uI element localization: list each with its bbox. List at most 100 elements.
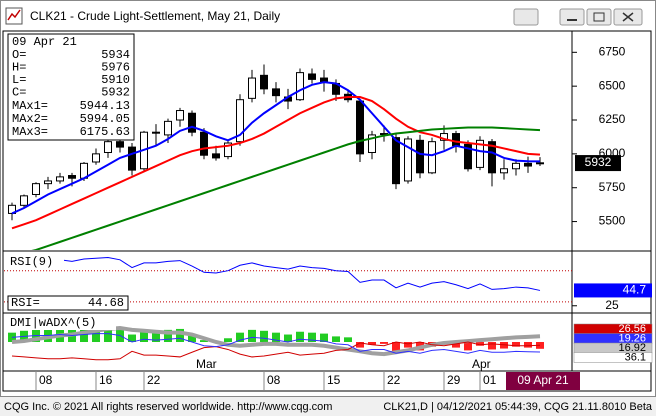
histogram-bar [248, 329, 256, 342]
candle-body [236, 99, 244, 143]
panel-label-bg [8, 316, 116, 330]
value-tag-label: 19.26 [618, 332, 646, 344]
histogram-bar [164, 329, 172, 342]
histogram-bar [392, 342, 400, 352]
candle-body [200, 131, 208, 156]
candle-body [152, 131, 160, 134]
link-button[interactable] [513, 8, 539, 26]
info-label: L= [12, 73, 26, 87]
moving-average-line [11, 95, 541, 230]
axes: 550057506000625065006750593225RSI(9)RSI=… [7, 44, 653, 390]
info-value: 5932 [101, 86, 130, 100]
histogram-bar [284, 334, 292, 342]
histogram-bar [380, 342, 388, 344]
info-value: 5910 [101, 73, 130, 87]
histogram-bar [116, 327, 124, 342]
price-panel [8, 64, 544, 250]
candle-body [68, 175, 76, 179]
histogram-bar [308, 332, 316, 342]
histogram-bar [452, 342, 460, 348]
histogram-bar [224, 338, 232, 342]
histogram-bar [320, 333, 328, 342]
candle-body [524, 162, 532, 167]
rsi-panel [4, 256, 572, 303]
legend-label: MAx3= [12, 125, 48, 139]
histogram-bar [488, 342, 496, 350]
histogram-bar [272, 332, 280, 342]
histogram-bar [176, 328, 184, 342]
candle-body [224, 142, 232, 158]
y-tick-label: 6250 [599, 112, 626, 126]
title-bar: CLK21 - Crude Light-Settlement, May 21, … [5, 7, 643, 26]
histogram-bar [296, 331, 304, 342]
info-label: H= [12, 61, 26, 75]
window-title: CLK21 - Crude Light-Settlement, May 21, … [30, 9, 280, 23]
value-tag-label: 26.56 [618, 323, 646, 335]
histogram-bar [260, 330, 268, 342]
candle-body [188, 112, 196, 133]
legend-value: 5994.05 [80, 112, 130, 126]
x-tick-label: 16 [99, 373, 113, 387]
dmi-panel [8, 325, 544, 361]
readout-label: RSI= [11, 296, 40, 310]
y-tick-label: 5750 [599, 180, 626, 194]
maximize-button[interactable] [586, 8, 612, 26]
last-price-box [575, 155, 621, 172]
candle-body [404, 138, 412, 182]
histogram-bar [368, 342, 376, 345]
candle-body [512, 162, 520, 170]
candle-body [32, 183, 40, 195]
y-tick-label: 6500 [599, 78, 626, 92]
app-icon-graph [7, 9, 21, 21]
legend-value: 5944.13 [80, 99, 130, 113]
cursor-date: 09 Apr 21 [517, 373, 569, 387]
candle-body [452, 133, 460, 147]
candle-body [500, 168, 508, 174]
candle-body [464, 143, 472, 170]
histogram-bar [356, 342, 364, 348]
histogram-bar [128, 334, 136, 342]
candle-body [104, 141, 112, 154]
x-tick-label: 08 [267, 373, 281, 387]
candle-body [44, 180, 52, 185]
last-price-label: 5932 [585, 155, 612, 169]
moving-average-line [31, 126, 541, 250]
y-tick-label: 6750 [599, 44, 626, 58]
candle-body [392, 137, 400, 185]
histogram-bar [344, 337, 352, 342]
histogram-bar [404, 342, 412, 348]
candle-body [128, 146, 136, 171]
histogram-bar [512, 342, 520, 347]
info-label: O= [12, 48, 26, 62]
candle-body [212, 153, 220, 159]
close-glyph [622, 12, 634, 22]
rsi-line [11, 256, 541, 291]
candle-body [368, 134, 376, 154]
month-label: Apr [472, 357, 491, 371]
legend-value: 6175.63 [80, 125, 130, 139]
candle-body [356, 100, 364, 155]
x-tick-label: 22 [147, 373, 161, 387]
candle-body [428, 141, 436, 174]
candle-body [416, 139, 424, 174]
histogram-bar [524, 342, 532, 348]
histogram-bar [236, 332, 244, 342]
x-tick-label: 22 [387, 373, 401, 387]
info-value: 5976 [101, 61, 130, 75]
readout-value: 44.68 [88, 296, 124, 310]
candle-body [20, 195, 28, 206]
histogram-bar [476, 342, 484, 346]
footer: CQG Inc. © 2021 All rights reserved worl… [4, 401, 653, 413]
histogram-bar [152, 331, 160, 342]
cursor-date-box [506, 372, 580, 390]
legend-label: MAx1= [12, 99, 48, 113]
status: CLK21,D | 04/12/2021 05:44:39, CQG 21.11… [383, 401, 653, 413]
candle-body [296, 72, 304, 101]
minimize-button[interactable] [559, 8, 585, 26]
histogram-bar [332, 336, 340, 342]
candle-body [476, 139, 484, 168]
value-tag [574, 283, 652, 298]
candle-body [116, 141, 124, 148]
